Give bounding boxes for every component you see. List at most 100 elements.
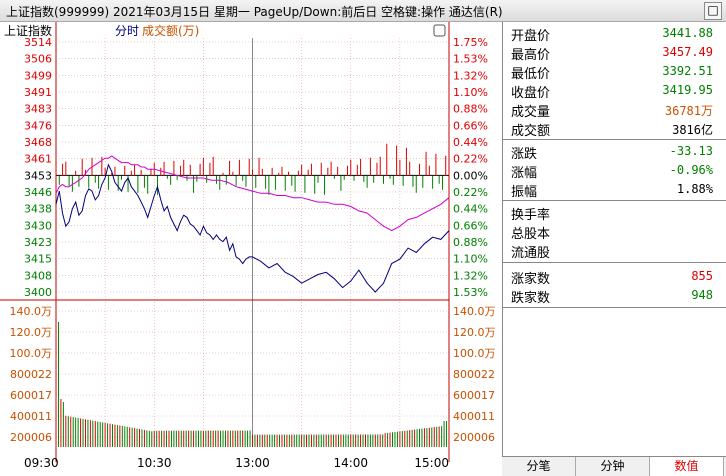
quote-row: 涨跌 -33.13	[503, 142, 719, 162]
pct-tick-label: 0.44%	[453, 203, 488, 216]
time-tick-label: 09:30	[24, 456, 59, 470]
price-tick-label: 3468	[24, 136, 52, 149]
quote-row: 成交量 36781万	[503, 100, 719, 120]
quote-row: 开盘价 3441.88	[503, 24, 719, 44]
quote-label: 开盘价	[511, 29, 551, 44]
quote-label: 成交量	[511, 105, 551, 120]
quote-value: 36781万	[664, 104, 713, 118]
quote-label: 总股本	[511, 227, 551, 242]
pct-tick-label: 1.75%	[453, 36, 488, 49]
quote-label: 涨幅	[511, 166, 538, 181]
chart-canvas[interactable]: 上证指数 分时 成交额(万) 3514 1.75% 3506 1.53% 3499 1.32% 3…	[0, 22, 502, 476]
tab-values[interactable]: 数值	[650, 457, 724, 476]
price-tick-label: 3499	[24, 69, 52, 82]
volume-tick-label-right: 120.0万	[453, 326, 496, 339]
pct-tick-label: 0.22%	[453, 153, 488, 166]
pct-tick-label: 0.66%	[453, 219, 488, 232]
quote-label: 成交额	[511, 124, 551, 139]
pct-tick-label: 1.53%	[453, 286, 488, 299]
window-title: 上证指数(999999) 2021年03月15日 星期一 PageUp/Down…	[6, 5, 503, 19]
quote-row: 最低价 3392.51	[503, 62, 719, 82]
price-tick-label: 3430	[24, 219, 52, 232]
volume-tick-label-right: 200006	[453, 431, 495, 444]
pct-tick-label: 0.88%	[453, 236, 488, 249]
quote-value: 3457.49	[662, 45, 713, 59]
pct-tick-label: 1.10%	[453, 86, 488, 99]
quote-row: 流通股	[503, 241, 719, 261]
pct-tick-label: 0.88%	[453, 103, 488, 116]
quote-row: 收盘价 3419.95	[503, 81, 719, 101]
quote-row: 涨幅 -0.96%	[503, 161, 719, 181]
price-tick-label: 3415	[24, 253, 52, 266]
price-line	[55, 163, 450, 293]
quote-label: 流通股	[511, 246, 551, 261]
price-tick-label: 3476	[24, 119, 52, 132]
quote-panel: 开盘价 3441.88 最高价 3457.49 最低价 3392.51 收盘价 3419.95…	[502, 22, 726, 476]
panel-divider	[503, 200, 726, 201]
pct-tick-label: 1.10%	[453, 253, 488, 266]
intraday-chart[interactable]: 上证指数 分时 成交额(万) 3514 1.75% 3506 1.53% 3499 1.32% 3…	[0, 22, 502, 476]
average-price-line	[55, 155, 450, 232]
pct-tick-label: 1.32%	[453, 69, 488, 82]
quote-label: 最高价	[511, 48, 551, 63]
volume-tick-label: 200006	[10, 431, 52, 444]
time-tick-label: 15:00	[414, 456, 449, 470]
panel-divider	[503, 307, 726, 308]
quote-value: 1.88%	[676, 182, 713, 196]
quote-row: 涨家数 855	[503, 267, 719, 287]
quote-value: 3441.88	[662, 26, 713, 40]
price-tick-label: 3423	[24, 236, 52, 249]
quote-row: 跌家数 948	[503, 286, 719, 306]
quote-label: 最低价	[511, 67, 551, 82]
price-tick-label: 3446	[24, 186, 52, 199]
quote-label: 振幅	[511, 185, 538, 200]
quote-row: 振幅 1.88%	[503, 180, 719, 200]
tab-minutes[interactable]: 分钟	[576, 457, 650, 476]
close-button[interactable]: □	[704, 2, 722, 20]
tab-ticks[interactable]: 分笔	[502, 457, 576, 476]
price-tick-label: 3506	[24, 53, 52, 66]
price-tick-label: 3514	[24, 36, 52, 49]
price-tick-label: 3438	[24, 203, 52, 216]
index-name-label: 上证指数	[4, 23, 52, 38]
quote-row: 最高价 3457.49	[503, 43, 719, 63]
pct-tick-label: 0.44%	[453, 136, 488, 149]
quote-label: 跌家数	[511, 291, 551, 306]
volume-tick-label: 140.0万	[10, 305, 53, 318]
price-tick-label: 3461	[24, 153, 52, 166]
volume-tick-label-right: 800022	[453, 368, 495, 381]
volume-tick-label: 400011	[10, 410, 52, 423]
quote-label: 换手率	[511, 208, 551, 223]
volume-tick-label: 120.0万	[10, 326, 53, 339]
panel-divider	[503, 262, 726, 263]
quote-label: 收盘价	[511, 86, 551, 101]
price-tick-label: 3483	[24, 103, 52, 116]
price-tick-label: 3400	[24, 286, 52, 299]
quote-value: 948	[691, 288, 713, 302]
panel-tabs: 分笔 分钟 数值	[502, 456, 726, 476]
time-tick-label: 10:30	[137, 456, 172, 470]
mode-label: 分时	[115, 24, 139, 38]
volume-tick-label: 100.0万	[10, 347, 53, 360]
time-tick-label: 14:00	[333, 456, 368, 470]
pct-tick-label: 1.53%	[453, 53, 488, 66]
volume-tick-label: 600017	[10, 389, 52, 402]
quote-row: 成交额 3816亿	[503, 119, 719, 139]
volume-tick-label-right: 100.0万	[453, 347, 496, 360]
quote-value: 3816亿	[672, 123, 713, 137]
volume-tick-label-right: 140.0万	[453, 305, 496, 318]
volume-unit-label: 成交额(万)	[142, 23, 199, 38]
panel-divider	[503, 139, 726, 140]
quote-row: 换手率	[503, 203, 719, 223]
quote-value: -0.96%	[669, 163, 713, 177]
volume-tick-label-right: 400011	[453, 410, 495, 423]
price-tick-label: 3408	[24, 269, 52, 282]
chart-settings-icon	[433, 24, 446, 37]
quote-row: 总股本	[503, 222, 719, 242]
pct-tick-label: 1.32%	[453, 269, 488, 282]
quote-value: -33.13	[669, 144, 713, 158]
price-tick-label: 3453	[24, 169, 52, 182]
price-tick-label: 3491	[24, 86, 52, 99]
volume-tick-label-right: 600017	[453, 389, 495, 402]
quote-value: 855	[691, 269, 713, 283]
